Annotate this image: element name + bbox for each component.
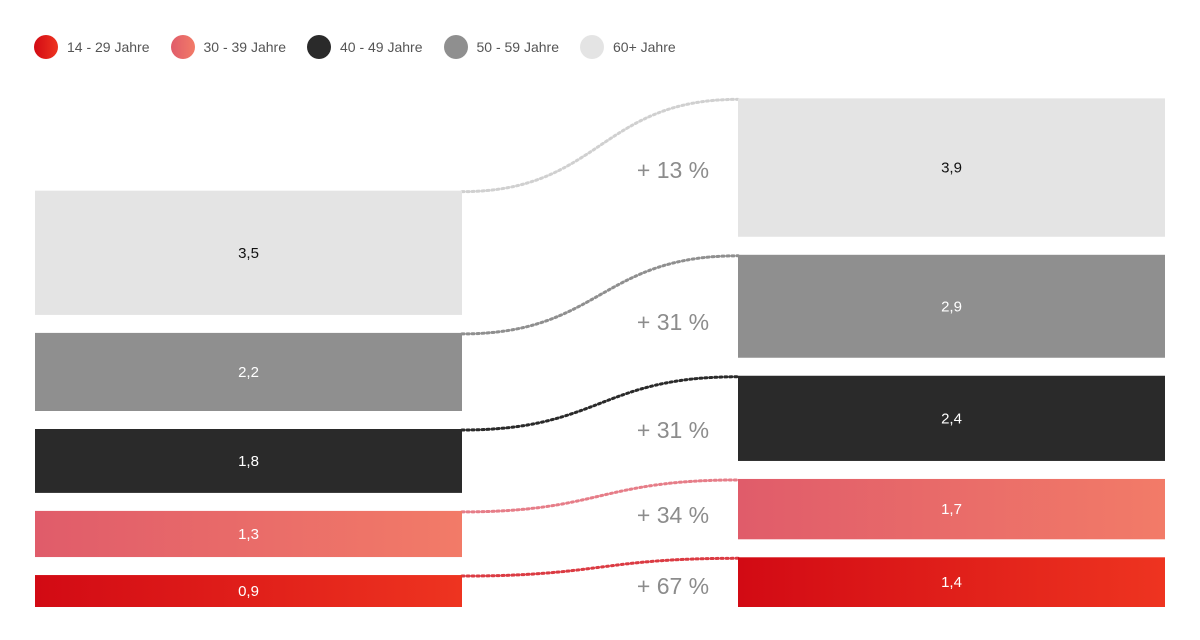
legend-item-60plus: 60+ Jahre: [580, 35, 676, 59]
change-label-2: + 31 %: [637, 417, 709, 443]
bar-value-labels: 0,9 1,3 1,8 2,2 3,5 1,4 1,7 2,4 2,9 3,9: [238, 160, 962, 600]
legend-dot-50-59: [443, 35, 468, 59]
legend-item-50-59: 50 - 59 Jahre: [443, 35, 560, 59]
bar-after-2: [738, 375, 1165, 461]
change-label-1: + 34 %: [637, 502, 709, 528]
legend-dot-60plus: [580, 35, 604, 59]
bar-label-after-4: 3,9: [941, 160, 962, 177]
bar-before-1: [35, 510, 462, 558]
change-labels: + 67 % + 34 % + 31 % + 31 % + 13 %: [637, 157, 709, 599]
legend: 14 - 29 Jahre 30 - 39 Jahre 40 - 49 Jahr…: [34, 33, 697, 61]
change-label-0: + 67 %: [637, 573, 709, 599]
legend-label-40-49: 40 - 49 Jahre: [340, 39, 423, 55]
legend-label-14-29: 14 - 29 Jahre: [67, 39, 150, 55]
bar-label-after-1: 1,7: [941, 501, 962, 518]
legend-item-14-29: 14 - 29 Jahre: [34, 35, 150, 59]
connector-1: [460, 478, 740, 514]
connector-0: [460, 556, 740, 578]
change-label-4: + 13 %: [637, 157, 709, 183]
legend-label-60plus: 60+ Jahre: [613, 39, 676, 55]
bar-after-0: [738, 557, 1165, 607]
bar-label-after-2: 2,4: [941, 410, 962, 427]
legend-item-40-49: 40 - 49 Jahre: [307, 35, 423, 59]
connector-3: [460, 254, 740, 336]
legend-dot-40-49: [307, 35, 331, 59]
bar-after-3: [738, 254, 1165, 358]
connector-2: [460, 375, 740, 432]
legend-dot-14-29: [34, 35, 58, 59]
bar-after-4: [738, 98, 1165, 237]
bar-before-2: [35, 429, 462, 493]
bar-before-0: [35, 575, 462, 607]
bar-before-4: [35, 190, 462, 315]
connector-lines: [460, 97, 740, 578]
bar-label-after-0: 1,4: [941, 574, 962, 591]
legend-label-50-59: 50 - 59 Jahre: [476, 39, 560, 55]
legend-dot-30-39: [170, 35, 195, 59]
bar-label-before-4: 3,5: [238, 245, 259, 262]
legend-item-30-39: 30 - 39 Jahre: [170, 35, 287, 59]
change-label-3: + 31 %: [637, 309, 709, 335]
legend-label-30-39: 30 - 39 Jahre: [203, 39, 287, 55]
bar-after-1: [738, 478, 1165, 540]
bar-label-before-2: 1,8: [238, 453, 259, 470]
bar-label-before-3: 2,2: [238, 364, 259, 381]
bar-before-3: [35, 332, 462, 411]
connector-4: [460, 97, 740, 194]
bar-label-before-1: 1,3: [238, 526, 259, 543]
bar-label-before-0: 0,9: [238, 583, 259, 600]
bar-blocks: [35, 98, 1165, 607]
bar-label-after-3: 2,9: [941, 298, 962, 315]
